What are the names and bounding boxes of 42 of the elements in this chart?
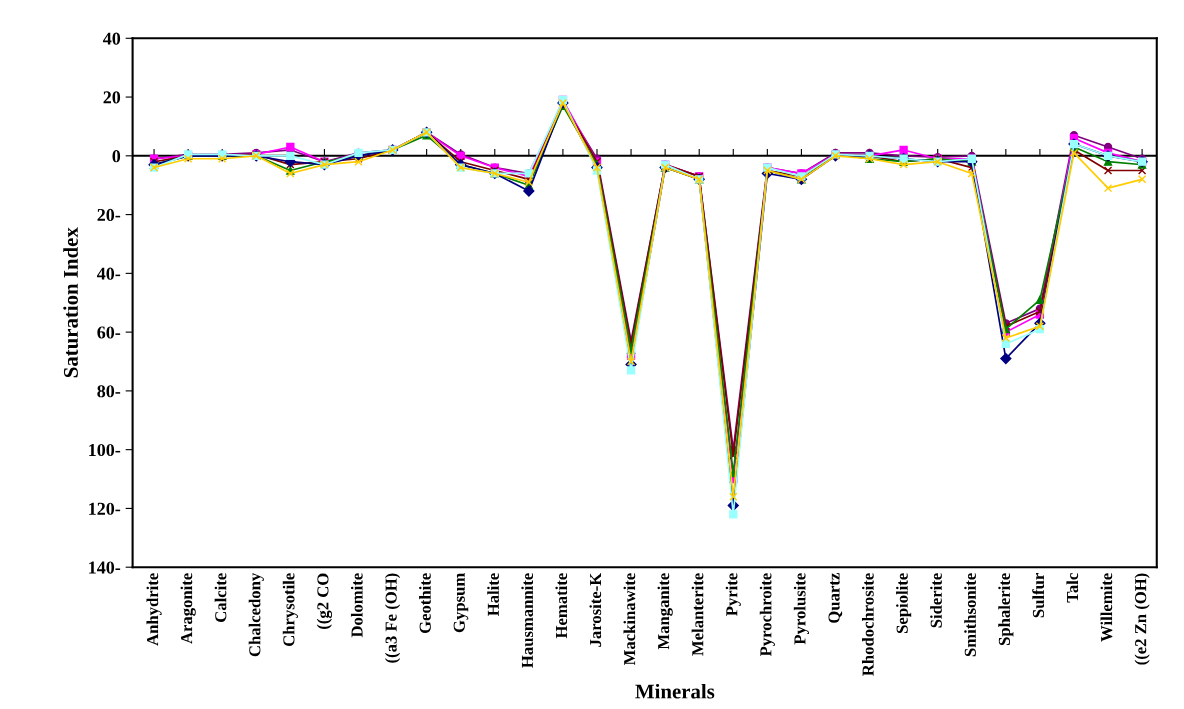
x-tick-label: Chrysotile — [282, 573, 298, 647]
x-tick-label: Rhodochrosite — [862, 573, 874, 676]
y-tick-label: 100- — [89, 443, 121, 457]
y-tick-label: 80- — [97, 385, 121, 398]
x-tick-label: Siderite — [930, 573, 942, 628]
x-tick-label: ((g2 CO — [316, 573, 333, 629]
x-tick-label: ((a3 Fe (OH) — [385, 573, 401, 663]
y-axis-title: Saturation Index — [63, 227, 78, 378]
x-tick-label: Calcite — [214, 573, 227, 622]
x-tick-label: Sphalerite — [998, 573, 1014, 646]
x-tick-label: Hematite — [555, 573, 568, 639]
x-tick-label: Halite — [487, 573, 499, 616]
x-tick-label: Anhydrite — [146, 573, 162, 646]
y-tick-label: 60- — [97, 326, 121, 339]
x-axis-title: Minerals — [635, 683, 715, 699]
x-tick-label: ((e2 Zn (OH) — [1134, 573, 1150, 665]
y-tick-label: 140- — [89, 561, 121, 574]
x-tick-label: Geothite — [419, 573, 431, 634]
y-tick-label: 120- — [89, 502, 121, 515]
x-tick-label: Sepiolite — [896, 573, 912, 633]
x-tick-label: Manganite — [657, 573, 673, 650]
y-tick-label: 20 — [103, 91, 121, 104]
x-tick-label: Jarosite-K — [589, 572, 602, 647]
x-tick-label: Dolomite — [350, 573, 363, 638]
x-tick-label: Mackinawite — [623, 573, 636, 666]
x-tick-label: Willemite — [1100, 573, 1113, 642]
x-tick-label: Gypsum — [453, 573, 469, 633]
y-tick-label: 40 — [103, 32, 121, 45]
x-tick-label: Talc — [1066, 573, 1079, 603]
x-tick-label: Aragonite — [180, 573, 196, 644]
x-tick-label: Smithsonite — [964, 573, 976, 657]
x-tick-label: Hausmannite — [521, 573, 534, 668]
x-tick-label: Pyrochroite — [759, 573, 775, 657]
y-tick-label: 20- — [97, 208, 121, 222]
y-tick-label: 40- — [96, 267, 121, 280]
x-tick-label: Sulfur — [1032, 573, 1045, 618]
x-tick-label: Chalcedony — [248, 572, 264, 657]
x-tick-label: Quartz — [828, 573, 843, 623]
x-tick-label: Pyrite — [725, 573, 741, 616]
x-tick-label: Melanterite — [691, 573, 704, 656]
x-tick-label: Pyrolusite — [793, 573, 809, 645]
y-tick-label: 0 — [112, 150, 121, 163]
